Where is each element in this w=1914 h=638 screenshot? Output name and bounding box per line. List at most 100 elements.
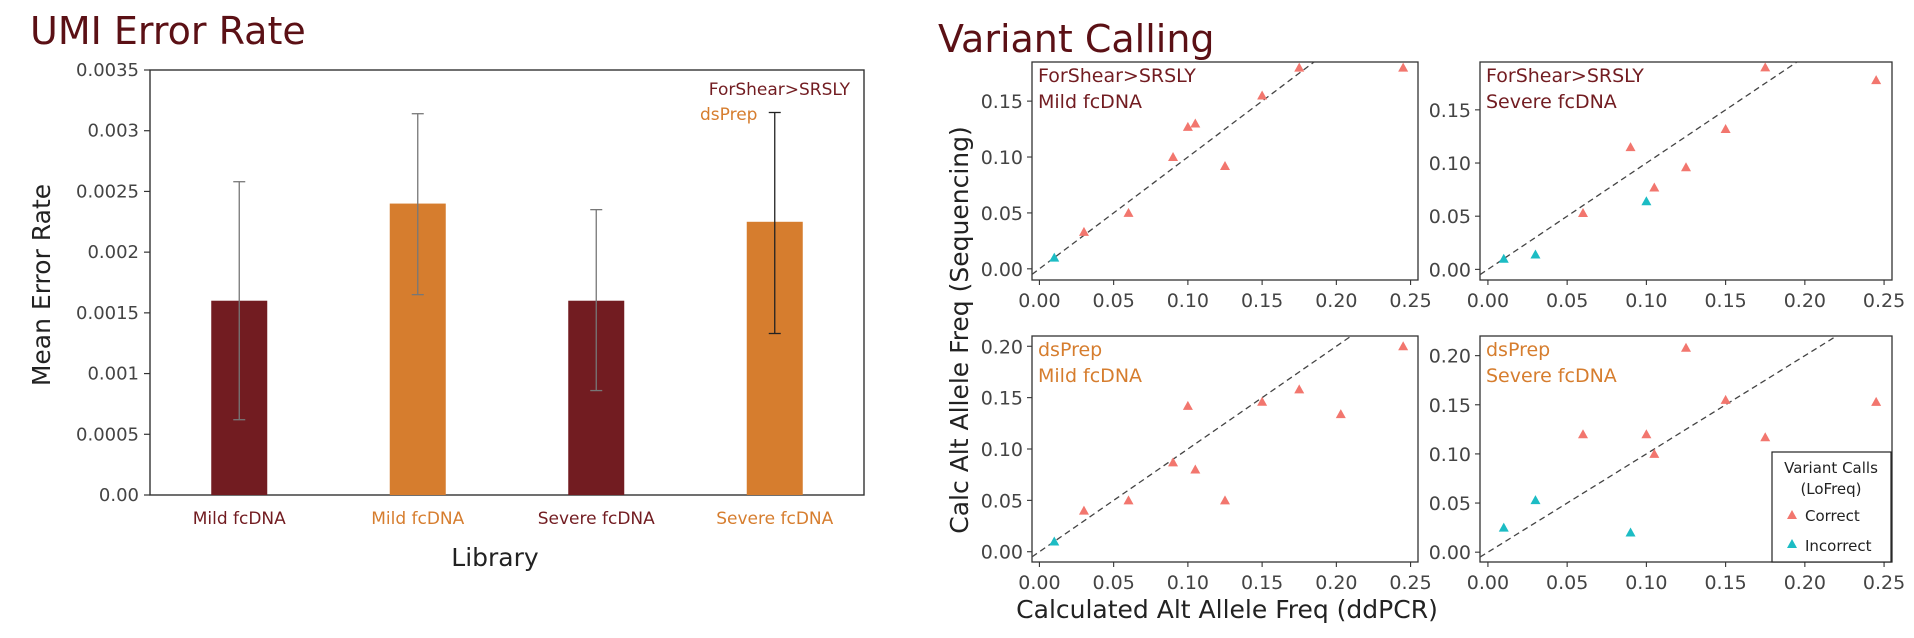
variant-point-correct xyxy=(1294,62,1305,72)
umi-y-tick-label: 0.0035 xyxy=(76,60,139,81)
variant-y-tick-label: 0.05 xyxy=(981,490,1023,512)
variant-y-tick-label: 0.10 xyxy=(1429,444,1471,466)
variant-point-correct xyxy=(1681,162,1691,172)
variant-x-tick-label: 0.15 xyxy=(1704,290,1746,312)
variant-point-incorrect xyxy=(1498,522,1509,532)
variant-point-correct xyxy=(1182,121,1193,131)
legend-correct-triangle-icon xyxy=(1787,510,1797,519)
variant-x-tick-label: 0.10 xyxy=(1625,290,1667,312)
variant-y-tick-label: 0.10 xyxy=(1429,153,1471,175)
umi-chart-title: UMI Error Rate xyxy=(30,9,306,53)
legend-incorrect-triangle-icon xyxy=(1787,539,1797,548)
variant-point-correct xyxy=(1182,400,1193,410)
variant-y-axis-label: Calc Alt Allele Freq (Sequencing) xyxy=(945,126,974,533)
variant-point-incorrect xyxy=(1641,196,1652,206)
variant-point-correct xyxy=(1398,341,1409,351)
variant-reference-line xyxy=(1031,61,1315,275)
umi-y-tick-label: 0.001 xyxy=(87,364,139,385)
variant-y-tick-label: 0.05 xyxy=(981,203,1023,225)
variant-point-correct xyxy=(1871,396,1882,406)
umi-y-tick-label: 0.00 xyxy=(99,485,139,506)
variant-y-tick-label: 0.00 xyxy=(981,542,1023,564)
variant-x-tick-label: 0.10 xyxy=(1625,572,1667,594)
variant-point-correct xyxy=(1168,457,1179,467)
umi-x-tick-label: Mild fcDNA xyxy=(193,509,286,529)
variant-point-correct xyxy=(1294,384,1305,394)
variant-x-tick-label: 0.05 xyxy=(1546,572,1588,594)
variant-panel-frame xyxy=(1479,61,1893,281)
umi-x-axis-label: Library xyxy=(451,543,539,572)
variant-point-correct xyxy=(1190,118,1201,128)
variant-y-tick-label: 0.05 xyxy=(1429,206,1471,228)
variant-x-tick-label: 0.05 xyxy=(1092,572,1134,594)
variant-point-correct xyxy=(1123,495,1134,505)
variant-y-tick-label: 0.15 xyxy=(1429,100,1471,122)
variant-panel-label-line2: Severe fcDNA xyxy=(1486,91,1617,113)
variant-legend-incorrect: Incorrect xyxy=(1805,537,1872,555)
variant-point-correct xyxy=(1720,394,1731,404)
umi-x-tick-label: Severe fcDNA xyxy=(716,509,833,529)
variant-panel-label-line1: dsPrep xyxy=(1486,339,1550,361)
variant-y-tick-label: 0.20 xyxy=(1429,346,1471,368)
variant-x-tick-label: 0.00 xyxy=(1018,572,1060,594)
variant-point-correct xyxy=(1760,432,1771,442)
variant-point-correct xyxy=(1625,142,1636,152)
variant-legend-title-line2: (LoFreq) xyxy=(1800,480,1861,498)
variant-point-correct xyxy=(1257,396,1268,406)
variant-y-tick-label: 0.05 xyxy=(1429,493,1471,515)
variant-x-tick-label: 0.00 xyxy=(1018,290,1060,312)
variant-point-correct xyxy=(1871,75,1882,85)
variant-y-tick-label: 0.15 xyxy=(981,91,1023,113)
variant-chart-title: Variant Calling xyxy=(938,17,1215,61)
variant-panel-frame xyxy=(1031,61,1419,281)
umi-legend-dsprep: dsPrep xyxy=(700,105,757,125)
umi-y-tick-label: 0.0015 xyxy=(76,303,139,324)
variant-point-correct xyxy=(1641,429,1652,439)
variant-panel-label-line1: ForShear>SRSLY xyxy=(1038,65,1196,87)
variant-point-incorrect xyxy=(1625,527,1636,537)
umi-y-tick-label: 0.0025 xyxy=(76,181,139,202)
variant-y-tick-label: 0.00 xyxy=(1429,259,1471,281)
variant-y-tick-label: 0.20 xyxy=(981,336,1023,358)
umi-y-tick-label: 0.0005 xyxy=(76,424,139,445)
umi-error-rate-chart: UMI Error Rate Mean Error Rate Library F… xyxy=(27,9,865,572)
umi-legend-forshear: ForShear>SRSLY xyxy=(709,80,851,100)
variant-x-tick-label: 0.25 xyxy=(1863,572,1905,594)
variant-legend: Variant Calls (LoFreq) Correct Incorrect xyxy=(1771,451,1892,563)
variant-x-tick-label: 0.15 xyxy=(1704,572,1746,594)
variant-x-tick-label: 0.20 xyxy=(1784,290,1826,312)
variant-legend-title-line1: Variant Calls xyxy=(1784,459,1878,477)
variant-point-incorrect xyxy=(1530,249,1541,259)
variant-x-axis-label: Calculated Alt Allele Freq (ddPCR) xyxy=(1016,595,1438,624)
variant-panel-label-line1: ForShear>SRSLY xyxy=(1486,65,1644,87)
variant-point-correct xyxy=(1578,208,1588,218)
variant-point-incorrect xyxy=(1049,536,1060,546)
variant-point-correct xyxy=(1078,226,1089,236)
variant-y-tick-label: 0.10 xyxy=(981,147,1023,169)
variant-x-tick-label: 0.00 xyxy=(1467,290,1509,312)
variant-y-tick-label: 0.00 xyxy=(981,259,1023,281)
umi-plot-frame xyxy=(149,69,865,496)
variant-x-tick-label: 0.15 xyxy=(1241,290,1283,312)
variant-reference-line xyxy=(1031,335,1352,558)
variant-y-tick-label: 0.00 xyxy=(1429,542,1471,564)
umi-x-tick-label: Mild fcDNA xyxy=(371,509,464,529)
variant-point-incorrect xyxy=(1498,253,1509,263)
variant-panel-frame xyxy=(1479,335,1893,563)
variant-reference-line xyxy=(1479,61,1798,276)
umi-y-tick-label: 0.002 xyxy=(87,242,139,263)
variant-point-correct xyxy=(1681,342,1691,352)
variant-x-tick-label: 0.20 xyxy=(1784,572,1826,594)
variant-x-tick-label: 0.25 xyxy=(1389,290,1431,312)
variant-point-correct xyxy=(1220,495,1230,505)
variant-point-correct xyxy=(1335,409,1346,419)
variant-x-tick-label: 0.25 xyxy=(1389,572,1431,594)
variant-x-tick-label: 0.25 xyxy=(1863,290,1905,312)
variant-point-correct xyxy=(1168,152,1179,162)
variant-y-tick-label: 0.10 xyxy=(981,439,1023,461)
variant-point-incorrect xyxy=(1049,252,1060,262)
variant-y-tick-label: 0.15 xyxy=(1429,395,1471,417)
variant-y-tick-label: 0.15 xyxy=(981,388,1023,410)
variant-x-tick-label: 0.20 xyxy=(1315,572,1357,594)
